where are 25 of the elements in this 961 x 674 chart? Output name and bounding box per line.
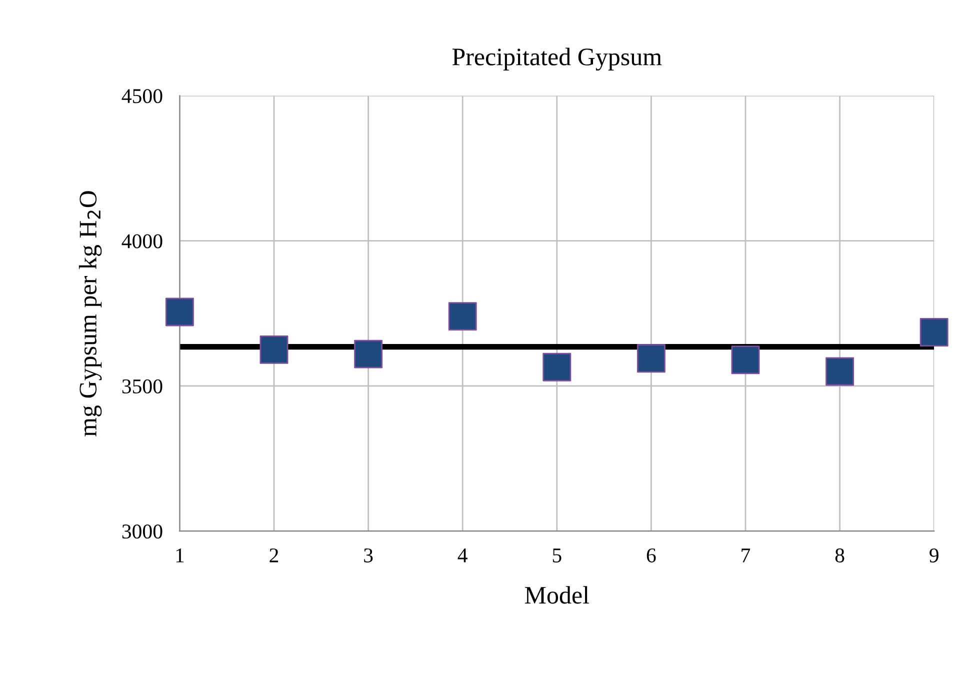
point <box>731 346 760 374</box>
x-tick-label: 6 <box>646 548 656 562</box>
x-tick-label: 2 <box>270 548 278 562</box>
x-tick-label: 3 <box>364 548 373 562</box>
x-tick-label: 7 <box>742 548 750 562</box>
point <box>165 298 194 326</box>
x-tick-label: 5 <box>552 548 562 562</box>
y-tick-label: 4000 <box>122 234 162 248</box>
point <box>636 344 666 373</box>
x-axis-title: Model <box>524 586 590 604</box>
x-tick-label: 8 <box>835 548 844 562</box>
point <box>542 352 572 382</box>
y-tick-label: 3000 <box>122 524 162 539</box>
point <box>354 340 383 368</box>
x-tick-label: 4 <box>458 548 468 562</box>
chart-title: Precipitated Gypsum <box>452 48 662 71</box>
y-tick-label: 4500 <box>122 89 162 104</box>
point <box>448 302 477 331</box>
point <box>920 318 948 347</box>
y-tick-label: 3500 <box>122 379 162 394</box>
y-axis-title: mg Gypsum per kg H$_{2}$O <box>78 191 102 436</box>
x-tick-label: 9 <box>930 548 938 562</box>
point <box>260 335 288 364</box>
point <box>826 357 854 386</box>
x-tick-label: 1 <box>176 548 184 562</box>
